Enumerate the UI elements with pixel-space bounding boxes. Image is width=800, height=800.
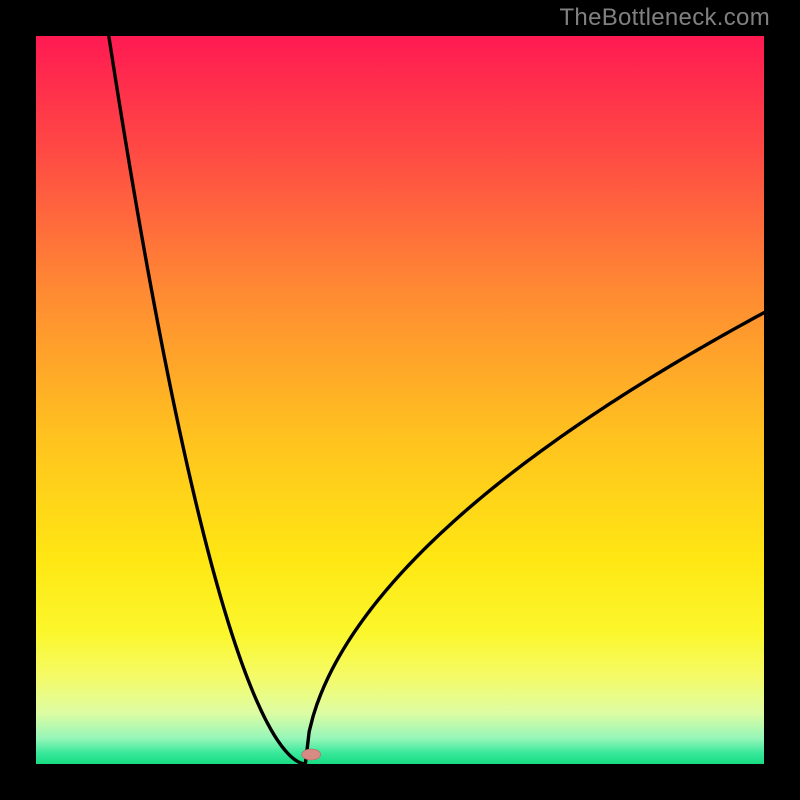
chart-area [36,36,764,764]
chart-background [36,36,764,764]
minimum-marker [302,749,321,760]
chart-svg [36,36,764,764]
chart-frame: TheBottleneck.com [0,0,800,800]
watermark-text: TheBottleneck.com [559,4,770,32]
